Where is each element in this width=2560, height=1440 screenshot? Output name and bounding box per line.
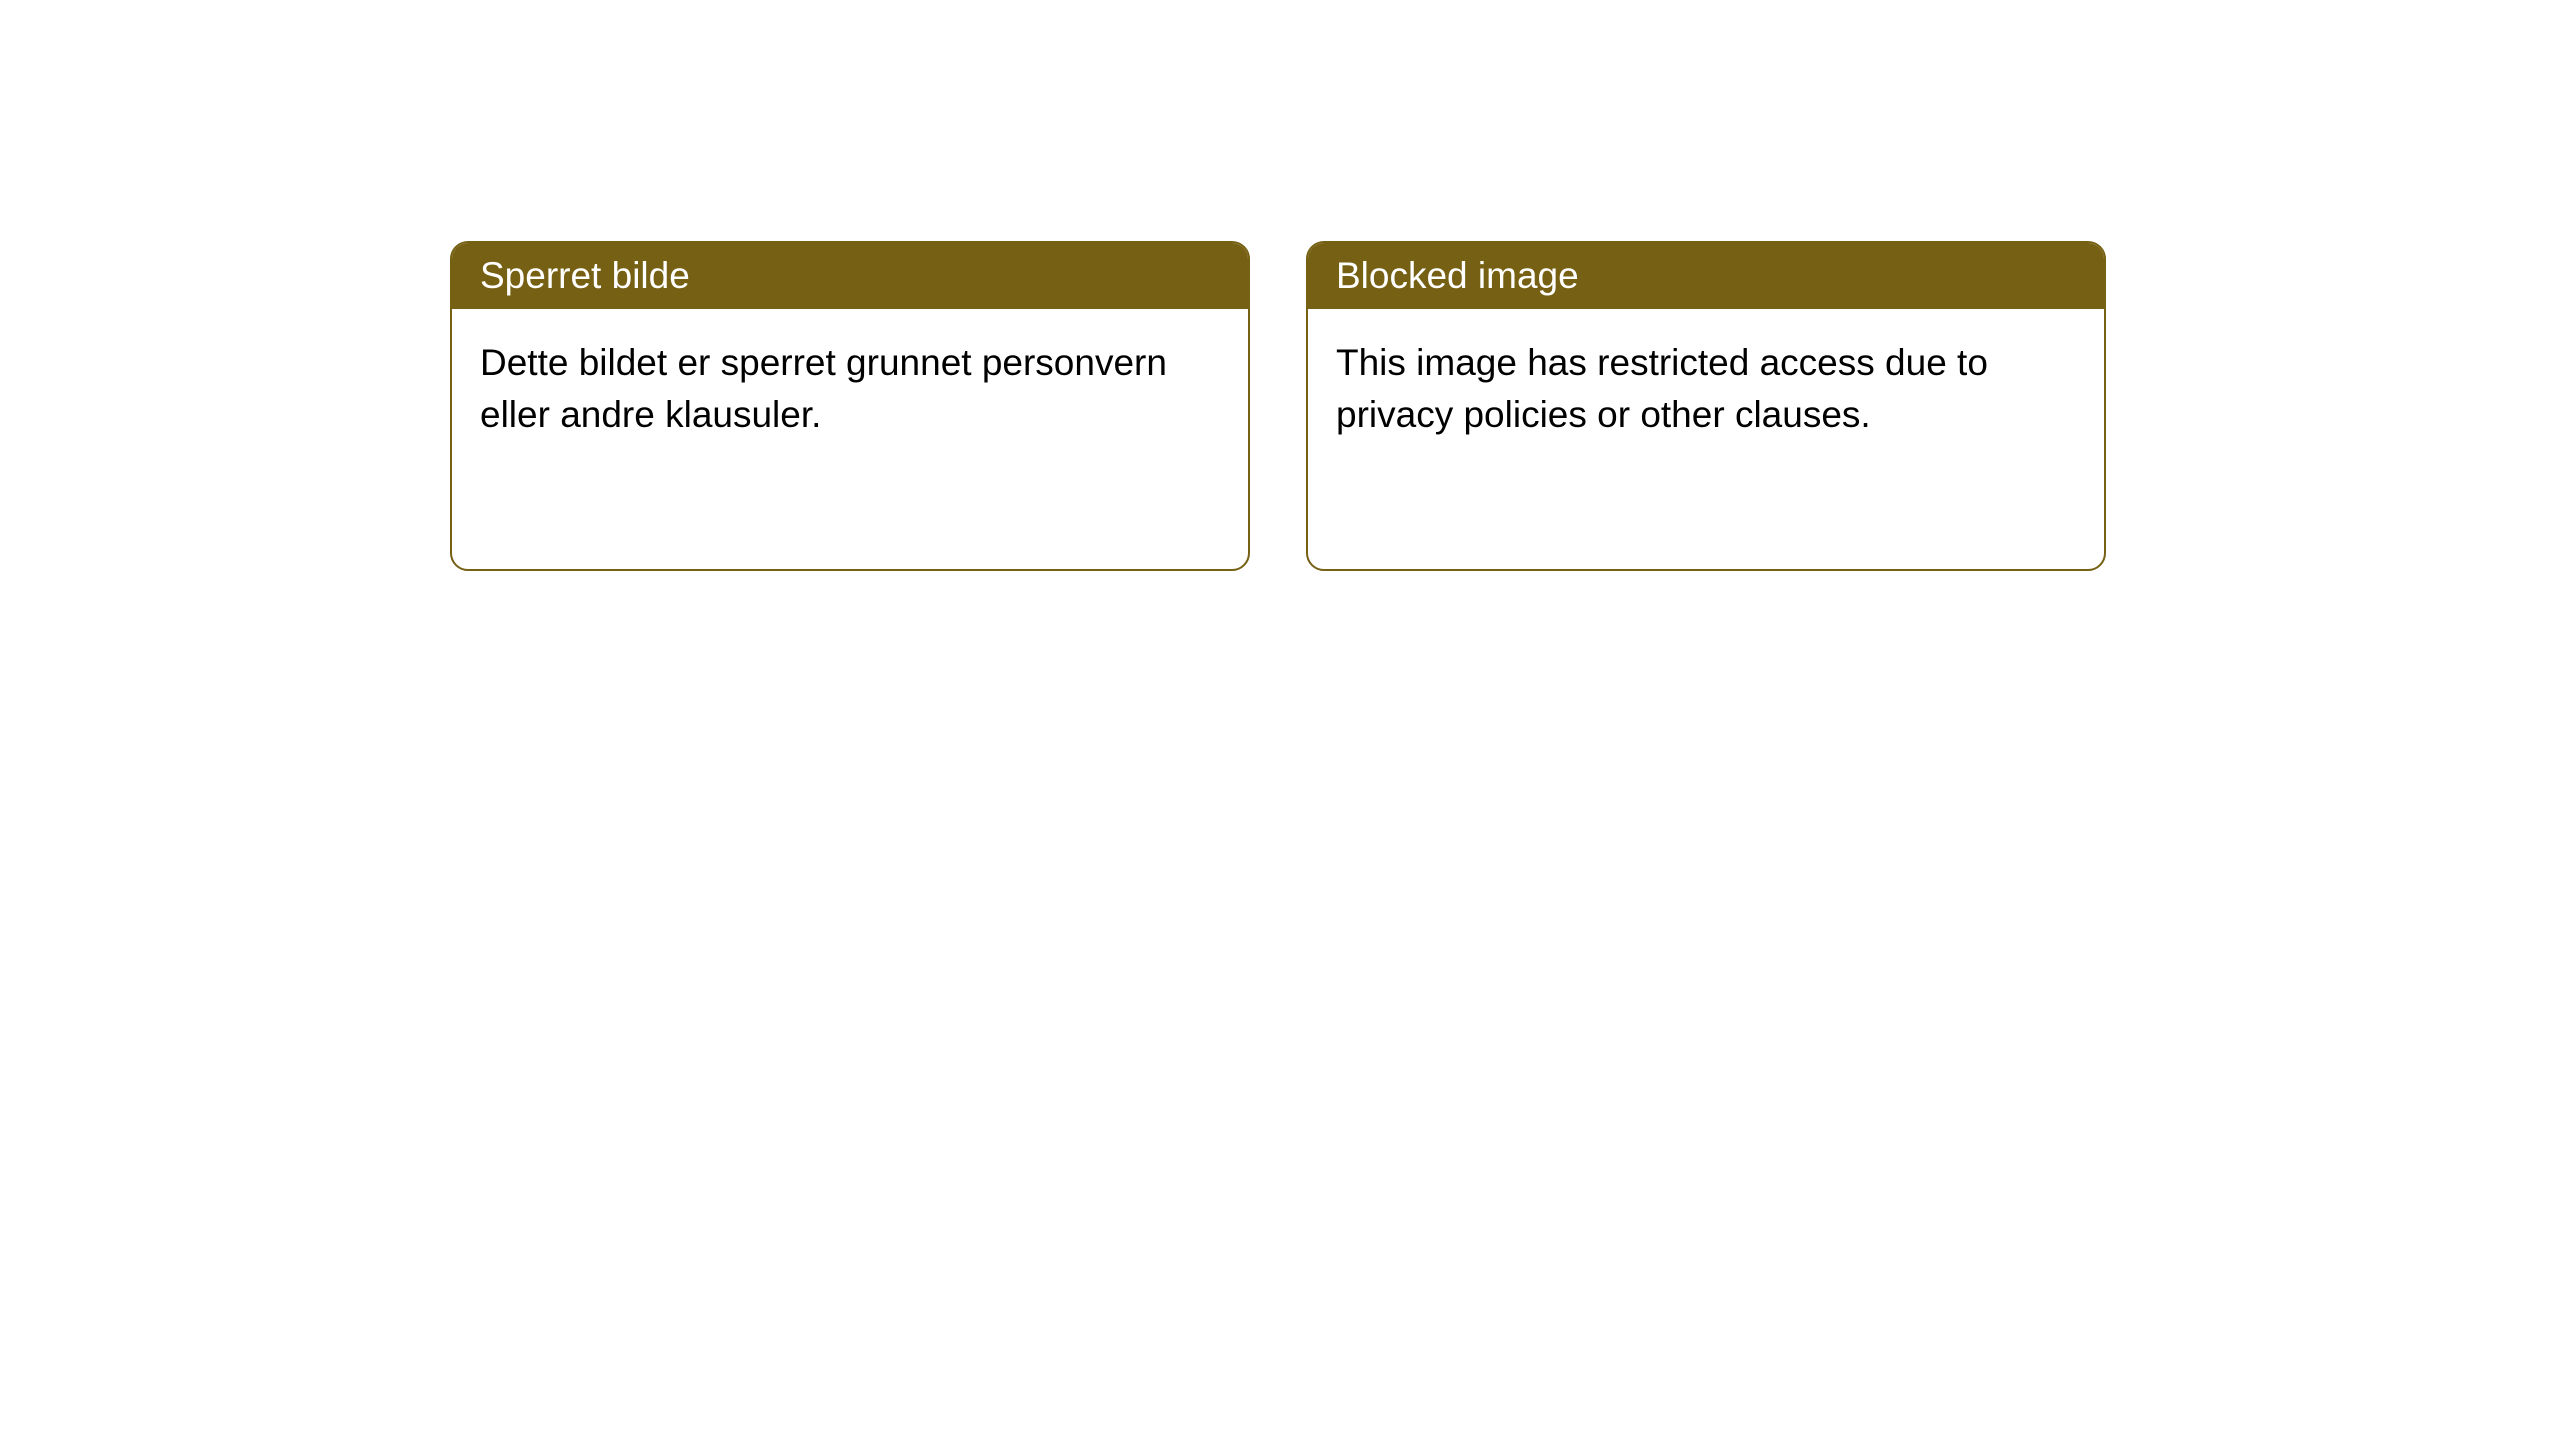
notice-header: Sperret bilde (452, 243, 1248, 309)
notice-body-text: Dette bildet er sperret grunnet personve… (480, 342, 1167, 435)
notice-header-text: Sperret bilde (480, 255, 690, 296)
notice-container: Sperret bilde Dette bildet er sperret gr… (450, 241, 2106, 571)
notice-header-text: Blocked image (1336, 255, 1579, 296)
notice-body: Dette bildet er sperret grunnet personve… (452, 309, 1248, 469)
notice-body-text: This image has restricted access due to … (1336, 342, 1988, 435)
notice-body: This image has restricted access due to … (1308, 309, 2104, 469)
notice-header: Blocked image (1308, 243, 2104, 309)
notice-card-english: Blocked image This image has restricted … (1306, 241, 2106, 571)
notice-card-norwegian: Sperret bilde Dette bildet er sperret gr… (450, 241, 1250, 571)
